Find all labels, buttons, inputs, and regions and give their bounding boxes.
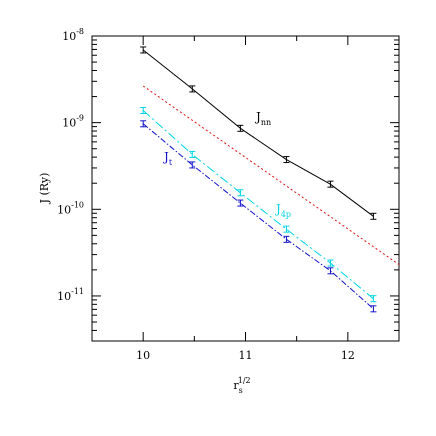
series-label-sub: 4p [281, 210, 291, 219]
y-axis-label: J (Ry) [38, 173, 51, 205]
series-label-main: J [162, 150, 169, 164]
y-tick-label-base: 10 [57, 203, 71, 216]
x-axis-label-sup: 1/2 [238, 376, 251, 385]
data-point-errorbar [140, 107, 147, 115]
data-point-errorbar [327, 267, 334, 275]
series-label-main: J [274, 202, 281, 216]
data-point-errorbar [140, 120, 147, 128]
y-tick-label-base: 10 [62, 30, 76, 43]
data-point-errorbar [370, 305, 377, 313]
data-point-errorbar [327, 180, 334, 188]
data-point-errorbar [237, 199, 244, 207]
data-point-errorbar [237, 189, 244, 197]
series-label-3: Jt [162, 150, 173, 167]
x-tick-label: 12 [341, 349, 355, 362]
series-label-main: J [254, 110, 261, 124]
y-tick-label-exponent: -10 [71, 200, 84, 209]
y-tick-label: 10-9 [62, 114, 84, 130]
y-tick-label-base: 10 [57, 290, 71, 303]
series-label-0: Jnn [254, 110, 271, 127]
data-point-errorbar [283, 156, 290, 164]
x-axis-label-main: r [233, 379, 239, 392]
x-axis-label: rs1/2 [233, 376, 250, 395]
x-tick-label: 10 [136, 349, 150, 362]
data-point-errorbar [370, 295, 377, 303]
data-point-errorbar [283, 235, 290, 243]
data-point-errorbar [189, 161, 196, 169]
data-point-errorbar [189, 150, 196, 158]
data-point-errorbar [370, 212, 377, 220]
series-line-3 [142, 123, 374, 310]
plot-series [140, 46, 400, 313]
y-tick-label-base: 10 [62, 117, 76, 130]
y-tick-label-exponent: -11 [71, 287, 84, 296]
plot-frame [91, 35, 400, 342]
series-line-0 [142, 49, 374, 217]
y-tick-label-exponent: -9 [76, 114, 84, 123]
data-point-errorbar [189, 85, 196, 93]
series-label-sub: t [169, 158, 173, 167]
series-label-2: J4p [274, 202, 291, 219]
series-label-sub: nn [261, 118, 271, 127]
y-tick-label: 10-8 [62, 27, 84, 43]
data-point-errorbar [140, 46, 147, 54]
data-point-errorbar [283, 225, 290, 233]
y-tick-label-exponent: -8 [76, 27, 84, 36]
series-line-2 [142, 110, 374, 300]
series-line-1 [142, 85, 400, 266]
y-tick-label: 10-11 [57, 287, 84, 303]
data-point-errorbar [327, 259, 334, 267]
y-tick-label: 10-10 [57, 200, 84, 216]
data-point-errorbar [237, 124, 244, 132]
x-axis-label-sub: s [239, 386, 243, 395]
x-tick-label: 11 [239, 349, 253, 362]
